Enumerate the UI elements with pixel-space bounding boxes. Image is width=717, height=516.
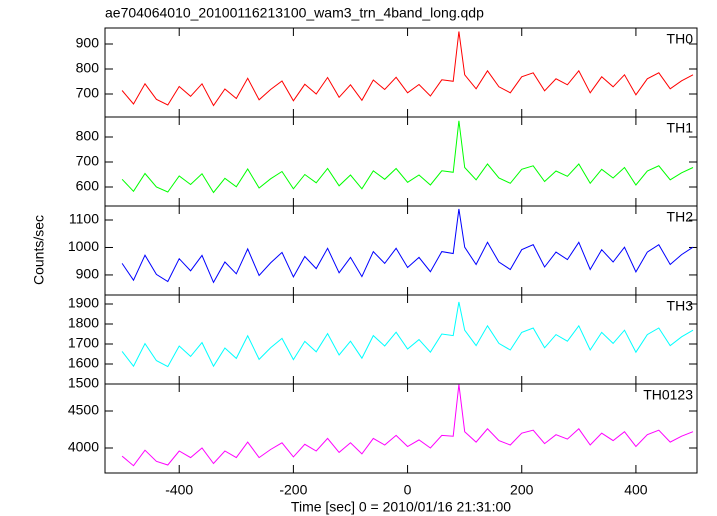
data-line — [121, 31, 694, 107]
panel-frame — [104, 383, 698, 474]
y-tick-label: 800 — [76, 60, 100, 76]
x-tick-label: -200 — [279, 482, 307, 498]
y-tick-label: 700 — [76, 153, 100, 169]
y-tick-label: 1900 — [68, 295, 99, 311]
panel-frame — [104, 205, 698, 296]
y-tick-label: 4500 — [68, 402, 99, 418]
x-axis-label: Time [sec] 0 = 2010/01/16 21:31:00 — [291, 499, 511, 515]
y-tick-label: 800 — [76, 128, 100, 144]
series-label: TH2 — [667, 209, 694, 225]
y-tick-label: 1000 — [68, 238, 99, 254]
series-label: TH3 — [667, 298, 694, 314]
data-line — [121, 301, 694, 368]
series-label: TH0 — [667, 31, 694, 47]
panel-frame — [104, 116, 698, 207]
series-label: TH0123 — [643, 387, 693, 403]
y-tick-label: 1700 — [68, 335, 99, 351]
x-tick-label: 0 — [404, 482, 412, 498]
chart-title: ae704064010_20100116213100_wam3_trn_4ban… — [105, 5, 484, 21]
y-tick-label: 1600 — [68, 355, 99, 371]
y-tick-label: 900 — [76, 266, 100, 282]
data-line — [121, 384, 694, 467]
x-tick-label: -400 — [165, 482, 193, 498]
series-label: TH1 — [667, 120, 694, 136]
x-tick-label: 400 — [624, 482, 648, 498]
panel-frame — [104, 27, 698, 118]
y-tick-label: 1100 — [69, 211, 99, 227]
y-tick-label: 1800 — [68, 315, 99, 331]
y-tick-label: 4000 — [68, 439, 99, 455]
y-tick-label: 1500 — [68, 375, 99, 391]
y-axis-label: Counts/sec — [31, 215, 47, 285]
y-tick-label: 900 — [76, 35, 100, 51]
data-line — [121, 208, 694, 284]
data-line — [121, 120, 694, 194]
y-tick-label: 600 — [76, 178, 100, 194]
y-tick-label: 700 — [76, 85, 100, 101]
x-tick-label: 200 — [510, 482, 534, 498]
